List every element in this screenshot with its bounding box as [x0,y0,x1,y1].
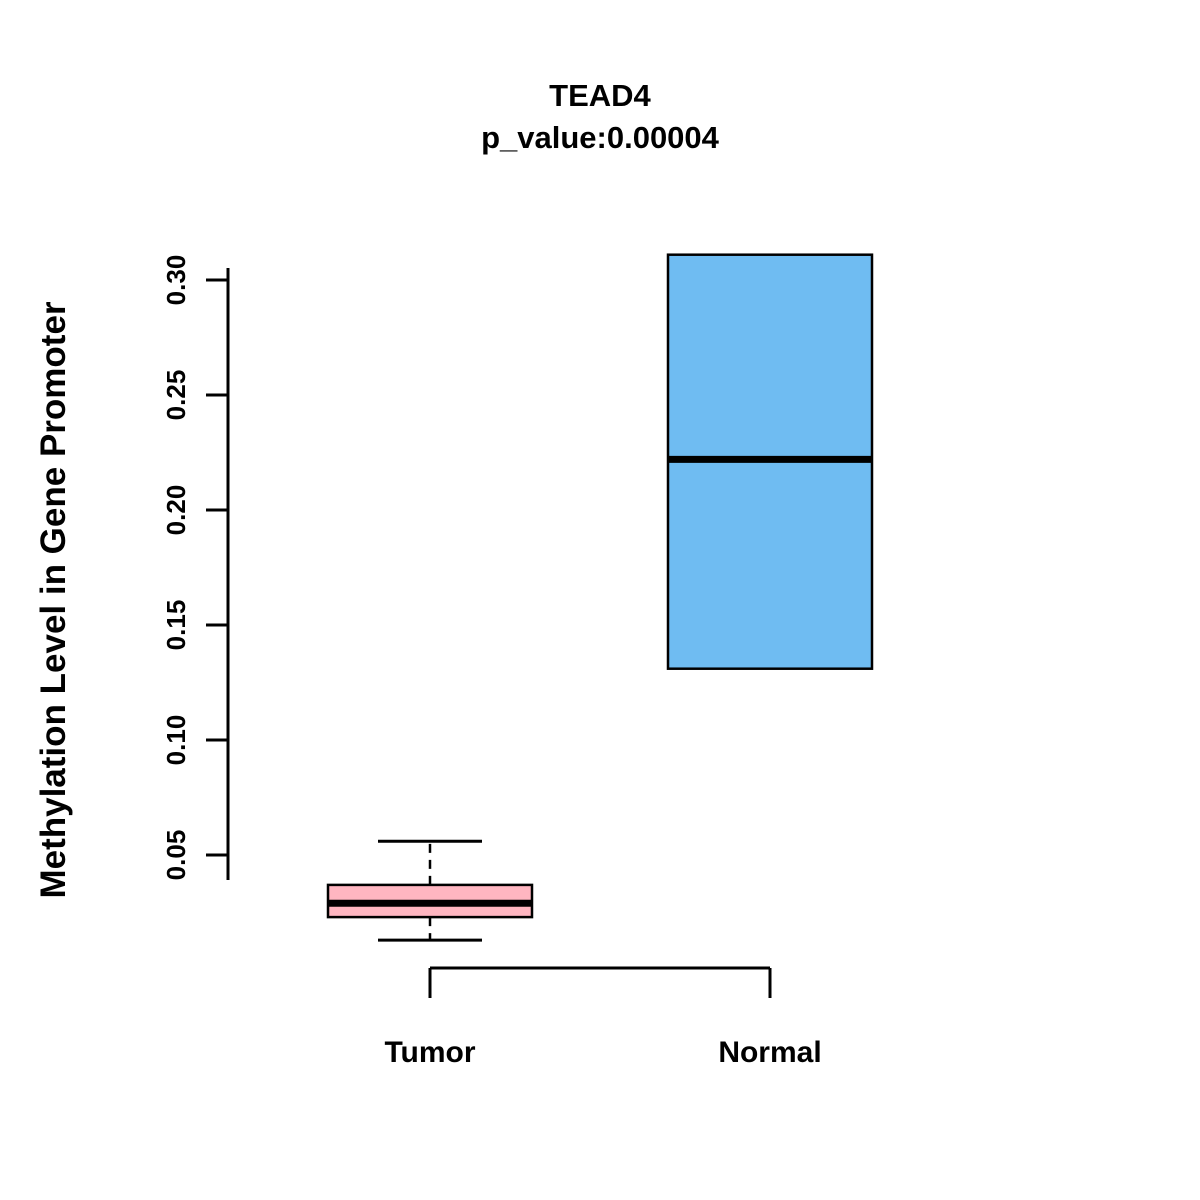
y-axis-title-text: Methylation Level in Gene Promoter [34,301,73,899]
chart-title: TEAD4 [549,78,651,113]
y-tick-label: 0.10 [161,715,191,766]
y-tick-label: 0.05 [161,830,191,881]
y-tick-label: 0.20 [161,485,191,536]
y-tick-label: 0.30 [161,255,191,306]
chart-subtitle: p_value:0.00004 [481,120,719,155]
category-label-tumor: Tumor [384,1036,475,1069]
y-tick-label: 0.15 [161,600,191,651]
y-tick-label: 0.25 [161,370,191,421]
category-label-normal: Normal [718,1036,821,1069]
